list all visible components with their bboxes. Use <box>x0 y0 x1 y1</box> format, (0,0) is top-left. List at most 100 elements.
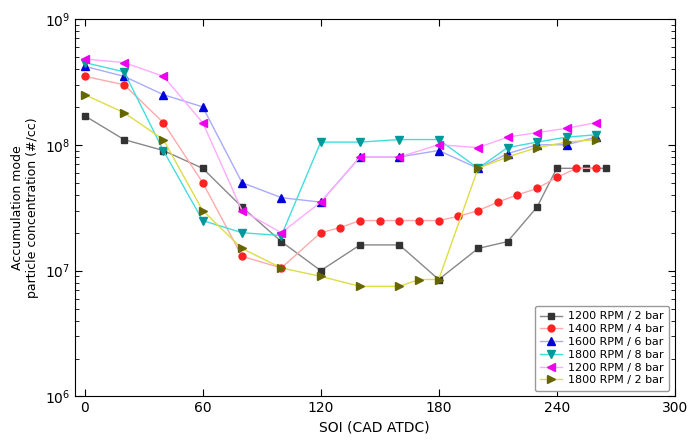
1200 RPM / 2 bar <box>395 242 403 248</box>
1200 RPM / 8 bar <box>159 74 168 79</box>
1600 RPM / 6 bar <box>278 195 286 200</box>
Line: 1200 RPM / 8 bar: 1200 RPM / 8 bar <box>80 55 600 237</box>
1200 RPM / 2 bar <box>503 239 512 244</box>
1800 RPM / 2 bar <box>199 208 207 213</box>
1200 RPM / 2 bar <box>474 246 482 251</box>
1800 RPM / 8 bar <box>503 145 512 150</box>
X-axis label: SOI (CAD ATDC): SOI (CAD ATDC) <box>319 421 430 435</box>
1200 RPM / 8 bar <box>503 134 512 140</box>
1800 RPM / 2 bar <box>356 284 364 289</box>
1600 RPM / 6 bar <box>563 142 571 148</box>
1400 RPM / 4 bar <box>375 218 384 223</box>
1800 RPM / 8 bar <box>533 140 541 145</box>
1400 RPM / 4 bar <box>513 192 521 198</box>
1800 RPM / 2 bar <box>533 145 541 150</box>
1800 RPM / 8 bar <box>159 148 168 153</box>
1400 RPM / 4 bar <box>474 208 482 213</box>
1800 RPM / 2 bar <box>80 92 89 97</box>
1200 RPM / 8 bar <box>563 126 571 131</box>
1400 RPM / 4 bar <box>415 218 424 223</box>
1200 RPM / 2 bar <box>80 113 89 119</box>
1400 RPM / 4 bar <box>395 218 403 223</box>
1400 RPM / 4 bar <box>356 218 364 223</box>
1600 RPM / 6 bar <box>120 74 128 79</box>
1200 RPM / 2 bar <box>238 204 246 210</box>
1600 RPM / 6 bar <box>159 92 168 97</box>
1200 RPM / 2 bar <box>356 242 364 248</box>
1200 RPM / 2 bar <box>199 165 207 171</box>
1600 RPM / 6 bar <box>199 104 207 110</box>
1400 RPM / 4 bar <box>533 186 541 191</box>
Line: 1600 RPM / 6 bar: 1600 RPM / 6 bar <box>80 62 600 206</box>
1200 RPM / 2 bar <box>552 165 561 171</box>
Line: 1800 RPM / 8 bar: 1800 RPM / 8 bar <box>80 58 600 240</box>
1800 RPM / 2 bar <box>238 246 246 251</box>
1200 RPM / 2 bar <box>582 165 591 171</box>
1800 RPM / 8 bar <box>278 233 286 238</box>
Line: 1800 RPM / 2 bar: 1800 RPM / 2 bar <box>80 91 600 290</box>
1600 RPM / 6 bar <box>80 64 89 69</box>
1200 RPM / 8 bar <box>592 120 600 125</box>
1800 RPM / 8 bar <box>474 165 482 171</box>
1800 RPM / 2 bar <box>592 137 600 142</box>
1400 RPM / 4 bar <box>493 199 502 205</box>
1200 RPM / 8 bar <box>238 208 246 213</box>
1400 RPM / 4 bar <box>454 214 463 219</box>
1800 RPM / 8 bar <box>356 140 364 145</box>
1800 RPM / 2 bar <box>120 110 128 116</box>
1200 RPM / 8 bar <box>317 199 325 205</box>
1400 RPM / 4 bar <box>336 225 345 230</box>
1200 RPM / 2 bar <box>435 277 443 282</box>
1400 RPM / 4 bar <box>199 180 207 186</box>
1200 RPM / 8 bar <box>533 130 541 135</box>
1400 RPM / 4 bar <box>159 120 168 125</box>
1800 RPM / 2 bar <box>474 165 482 171</box>
1800 RPM / 8 bar <box>592 132 600 137</box>
1200 RPM / 8 bar <box>356 154 364 160</box>
Legend: 1200 RPM / 2 bar, 1400 RPM / 4 bar, 1600 RPM / 6 bar, 1800 RPM / 8 bar, 1200 RPM: 1200 RPM / 2 bar, 1400 RPM / 4 bar, 1600… <box>535 306 669 391</box>
1600 RPM / 6 bar <box>474 165 482 171</box>
1800 RPM / 8 bar <box>395 137 403 142</box>
1200 RPM / 8 bar <box>435 142 443 148</box>
1800 RPM / 8 bar <box>238 230 246 235</box>
1200 RPM / 2 bar <box>317 268 325 273</box>
1800 RPM / 8 bar <box>199 218 207 223</box>
1200 RPM / 2 bar <box>120 137 128 142</box>
1400 RPM / 4 bar <box>317 230 325 235</box>
1800 RPM / 2 bar <box>159 137 168 142</box>
1400 RPM / 4 bar <box>278 265 286 271</box>
1600 RPM / 6 bar <box>317 199 325 205</box>
1800 RPM / 2 bar <box>395 284 403 289</box>
1200 RPM / 8 bar <box>199 120 207 125</box>
1800 RPM / 2 bar <box>563 140 571 145</box>
1400 RPM / 4 bar <box>120 82 128 87</box>
1600 RPM / 6 bar <box>238 180 246 186</box>
1600 RPM / 6 bar <box>592 134 600 140</box>
1400 RPM / 4 bar <box>552 175 561 180</box>
1200 RPM / 2 bar <box>602 165 610 171</box>
1800 RPM / 8 bar <box>563 134 571 140</box>
1800 RPM / 8 bar <box>120 69 128 74</box>
1200 RPM / 2 bar <box>533 204 541 210</box>
1800 RPM / 8 bar <box>80 60 89 65</box>
1200 RPM / 2 bar <box>278 239 286 244</box>
Line: 1400 RPM / 4 bar: 1400 RPM / 4 bar <box>81 73 600 272</box>
1600 RPM / 6 bar <box>395 154 403 160</box>
1600 RPM / 6 bar <box>356 154 364 160</box>
1800 RPM / 8 bar <box>435 137 443 142</box>
1800 RPM / 2 bar <box>503 154 512 160</box>
Y-axis label: Accumulation mode
particle concentration (#/cc): Accumulation mode particle concentration… <box>11 117 39 298</box>
1200 RPM / 8 bar <box>278 230 286 235</box>
1800 RPM / 2 bar <box>278 265 286 271</box>
1600 RPM / 6 bar <box>503 151 512 157</box>
1800 RPM / 8 bar <box>317 140 325 145</box>
1200 RPM / 8 bar <box>474 145 482 150</box>
1200 RPM / 2 bar <box>159 148 168 153</box>
1200 RPM / 8 bar <box>395 154 403 160</box>
1200 RPM / 8 bar <box>80 56 89 62</box>
1400 RPM / 4 bar <box>592 165 600 171</box>
1400 RPM / 4 bar <box>572 165 581 171</box>
1800 RPM / 2 bar <box>317 274 325 279</box>
1600 RPM / 6 bar <box>533 142 541 148</box>
1600 RPM / 6 bar <box>435 148 443 153</box>
